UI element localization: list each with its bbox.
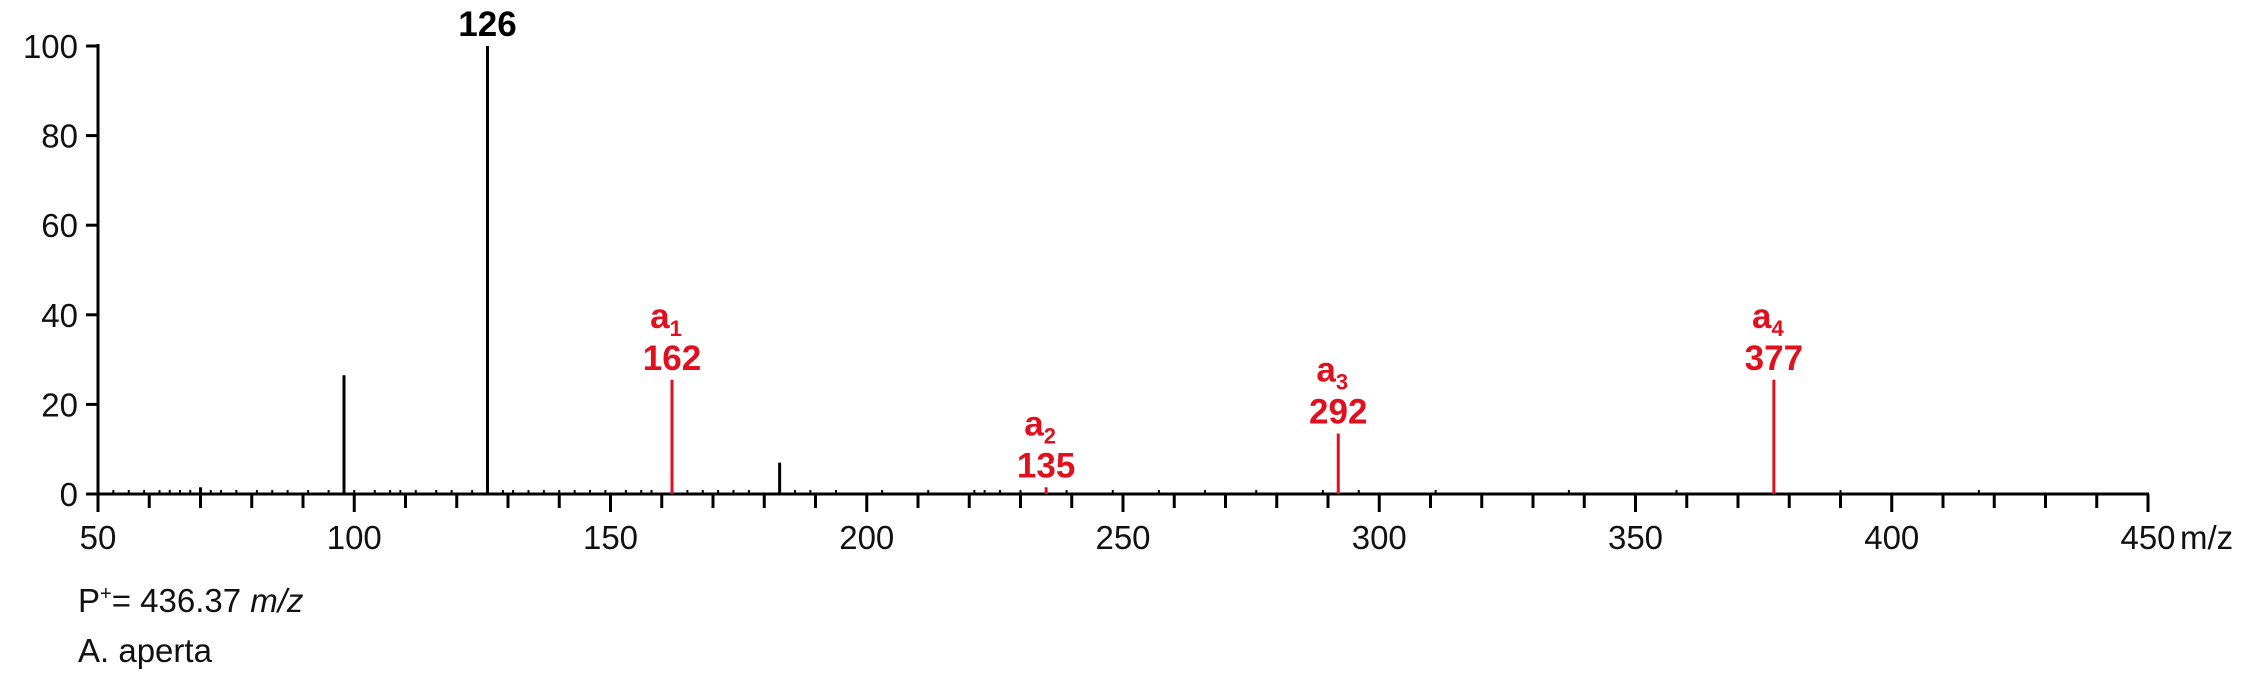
x-tick-label: 50 — [80, 519, 117, 556]
y-tick-label: 100 — [23, 28, 78, 65]
y-tick-label: 0 — [60, 476, 78, 513]
precursor-charge: + — [100, 583, 112, 605]
precursor-prefix: P — [78, 582, 101, 619]
peaks — [199, 46, 1776, 494]
x-tick-label: 200 — [839, 519, 894, 556]
ion-label-a3: a3 — [1316, 351, 1348, 395]
x-tick-label: 300 — [1352, 519, 1407, 556]
x-tick-label: 450 — [2120, 519, 2175, 556]
x-tick-label: 150 — [583, 519, 638, 556]
species-annotation: A. aperta — [78, 632, 212, 669]
peak-label-162: 162 — [643, 339, 701, 378]
ion-index: 1 — [670, 316, 682, 341]
ion-label-a1: a1 — [650, 297, 682, 341]
ion-label-a2: a2 — [1024, 404, 1056, 448]
y-tick-label: 20 — [41, 386, 78, 423]
ion-label-a4: a4 — [1752, 297, 1784, 341]
x-unit-label: m/z — [2180, 519, 2233, 556]
ion-index: 4 — [1771, 316, 1784, 341]
y-tick-label: 80 — [41, 118, 78, 155]
peak-label-377: 377 — [1745, 339, 1803, 378]
x-tick-label: 400 — [1864, 519, 1919, 556]
x-tick-label: 350 — [1608, 519, 1663, 556]
ion-index: 2 — [1044, 423, 1056, 448]
precursor-unit: m/z — [250, 582, 304, 619]
y-tick-label: 40 — [41, 297, 78, 334]
precursor-annotation: P+= 436.37 m/z — [78, 582, 303, 620]
peak-label-292: 292 — [1309, 393, 1367, 432]
precursor-value: = 436.37 — [111, 582, 251, 619]
peak-label-135: 135 — [1017, 446, 1075, 485]
axes: 0 20 40 60 80 100 50 100 150 200 250 300 350 400 450 m/… — [23, 28, 2233, 556]
y-tick-label: 60 — [41, 207, 78, 244]
baseline-noise — [112, 490, 1980, 494]
ion-index: 3 — [1336, 370, 1348, 395]
peak-label-126: 126 — [458, 5, 516, 44]
x-tick-label: 250 — [1095, 519, 1150, 556]
x-tick-label: 100 — [327, 519, 382, 556]
